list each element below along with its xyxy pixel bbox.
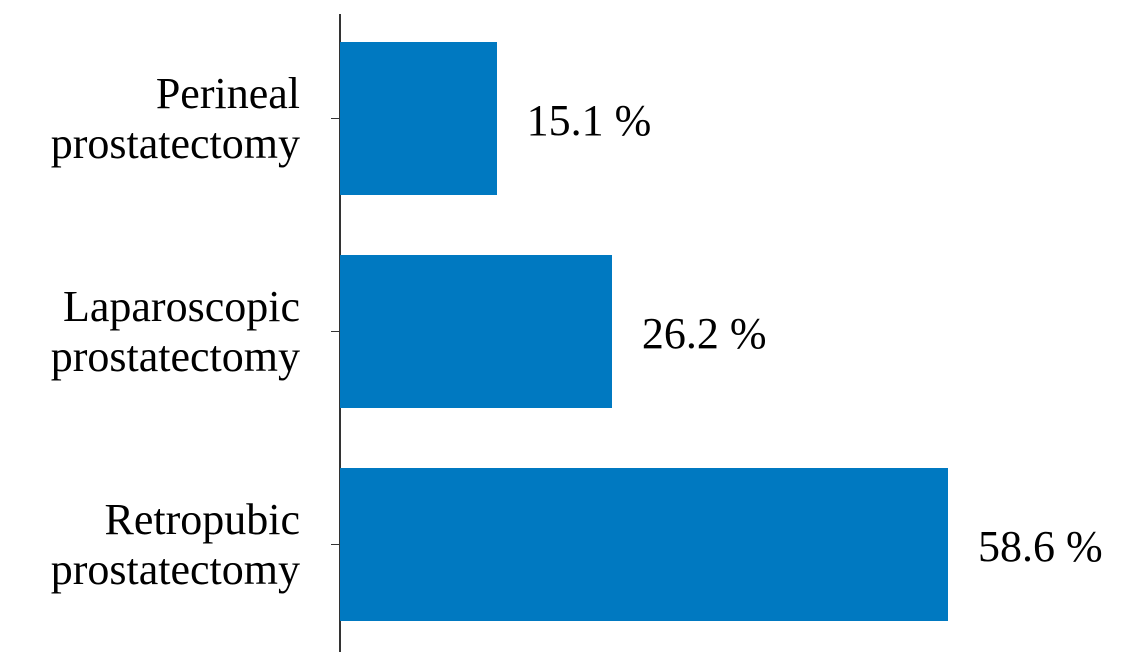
y-tick [331,543,340,546]
value-label: 15.1 % [526,95,652,145]
bar [340,255,612,408]
y-tick-label: Laparoscopic prostatectomy [50,281,300,381]
bar [340,468,948,621]
y-tick-label: Perineal prostatectomy [50,68,300,168]
y-tick [331,330,340,333]
y-tick-label: Retropubic prostatectomy [50,494,300,594]
value-label: 58.6 % [978,521,1103,571]
y-tick [331,117,340,120]
value-label: 26.2 % [641,308,767,358]
bar [340,42,497,195]
y-axis [339,14,341,652]
